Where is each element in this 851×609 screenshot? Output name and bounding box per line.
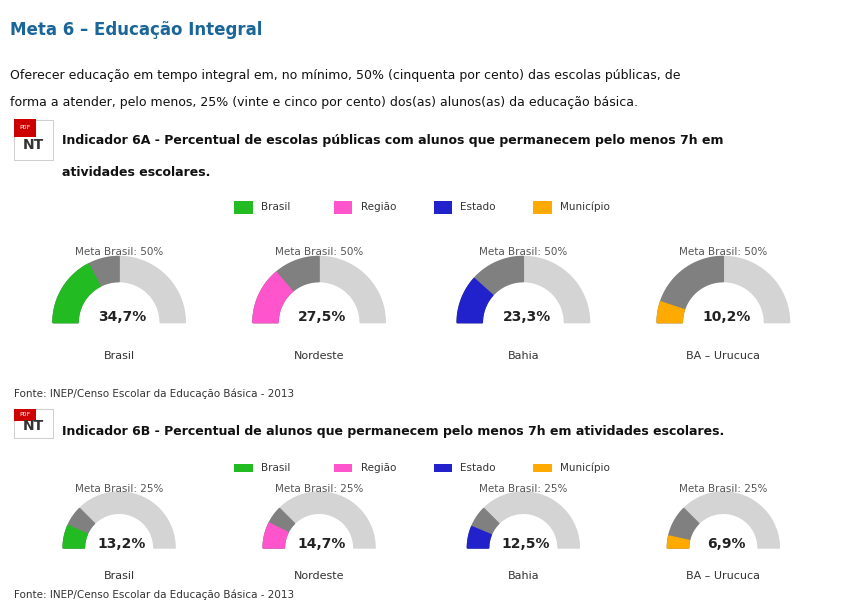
Text: Nordeste: Nordeste [294,571,345,581]
Polygon shape [263,509,294,548]
Text: Bahia: Bahia [507,351,540,361]
Text: 23,3%: 23,3% [503,311,551,325]
Text: Meta Brasil: 50%: Meta Brasil: 50% [275,247,363,256]
Text: Meta Brasil: 50%: Meta Brasil: 50% [75,247,163,256]
Text: Brasil: Brasil [261,202,290,212]
Text: Fonte: INEP/Censo Escolar da Educação Básica - 2013: Fonte: INEP/Censo Escolar da Educação Bá… [14,389,294,400]
Text: NT: NT [23,138,44,152]
Circle shape [87,516,151,580]
Text: Meta Brasil: 25%: Meta Brasil: 25% [275,484,363,494]
Polygon shape [253,272,293,323]
Text: Brasil: Brasil [104,351,134,361]
Circle shape [691,516,756,580]
Polygon shape [667,509,699,548]
Circle shape [486,285,561,361]
Text: NT: NT [23,419,44,433]
Text: Meta 6 – Educação Integral: Meta 6 – Educação Integral [10,21,263,40]
Polygon shape [53,256,119,323]
Circle shape [491,516,556,580]
Bar [235,463,253,473]
Text: 12,5%: 12,5% [502,537,551,551]
Text: BA – Urucuca: BA – Urucuca [687,351,760,361]
Text: 13,2%: 13,2% [98,537,146,551]
Text: Município: Município [560,463,610,473]
Text: 27,5%: 27,5% [298,311,346,325]
Polygon shape [63,509,94,548]
Text: Município: Município [560,202,610,213]
Text: Região: Região [361,463,396,473]
Bar [235,200,253,214]
Polygon shape [253,256,386,323]
Polygon shape [667,536,689,548]
Text: BA – Urucuca: BA – Urucuca [687,571,760,581]
Bar [534,200,551,214]
Text: 6,9%: 6,9% [707,537,745,551]
Text: PDF: PDF [19,125,31,130]
Text: Estado: Estado [460,463,496,473]
Text: Meta Brasil: 25%: Meta Brasil: 25% [679,484,768,494]
Polygon shape [63,526,88,548]
Circle shape [287,516,351,580]
Text: atividades escolares.: atividades escolares. [62,166,210,179]
Polygon shape [657,256,723,323]
Text: 10,2%: 10,2% [702,311,751,325]
Text: Brasil: Brasil [104,571,134,581]
Bar [334,200,352,214]
Polygon shape [253,256,319,323]
Polygon shape [467,509,499,548]
Circle shape [686,285,761,361]
Polygon shape [657,256,790,323]
Text: Meta Brasil: 50%: Meta Brasil: 50% [679,247,768,256]
Polygon shape [263,492,375,548]
Polygon shape [667,492,780,548]
Polygon shape [457,256,590,323]
Text: Brasil: Brasil [261,463,290,473]
Text: Estado: Estado [460,202,496,212]
Text: Meta Brasil: 50%: Meta Brasil: 50% [479,247,568,256]
Polygon shape [63,492,175,548]
Text: Bahia: Bahia [507,571,540,581]
Text: Fonte: INEP/Censo Escolar da Educação Básica - 2013: Fonte: INEP/Censo Escolar da Educação Bá… [14,589,294,600]
Text: 14,7%: 14,7% [298,537,346,551]
Polygon shape [457,256,523,323]
Bar [14,409,54,438]
Polygon shape [53,264,100,323]
Polygon shape [457,278,493,323]
Polygon shape [467,492,580,548]
Bar [534,463,551,473]
Bar [14,409,36,421]
Text: Meta Brasil: 25%: Meta Brasil: 25% [479,484,568,494]
Bar [14,121,54,160]
Text: Meta Brasil: 25%: Meta Brasil: 25% [75,484,163,494]
Polygon shape [657,302,684,323]
Circle shape [82,285,157,361]
Polygon shape [263,523,288,548]
Bar [434,463,452,473]
Text: PDF: PDF [19,412,31,417]
Text: 34,7%: 34,7% [99,311,146,325]
Text: Indicador 6A - Percentual de escolas públicas com alunos que permanecem pelo men: Indicador 6A - Percentual de escolas púb… [62,133,723,147]
Text: forma a atender, pelo menos, 25% (vinte e cinco por cento) dos(as) alunos(as) da: forma a atender, pelo menos, 25% (vinte … [10,96,638,109]
Bar [434,200,452,214]
Text: Nordeste: Nordeste [294,351,345,361]
Text: Oferecer educação em tempo integral em, no mínimo, 50% (cinquenta por cento) das: Oferecer educação em tempo integral em, … [10,69,681,82]
Polygon shape [53,256,186,323]
Text: Indicador 6B - Percentual de alunos que permanecem pelo menos 7h em atividades e: Indicador 6B - Percentual de alunos que … [62,425,724,438]
Bar [334,463,352,473]
Text: Região: Região [361,202,396,212]
Polygon shape [467,527,491,548]
Bar [14,119,36,137]
Circle shape [282,285,357,361]
